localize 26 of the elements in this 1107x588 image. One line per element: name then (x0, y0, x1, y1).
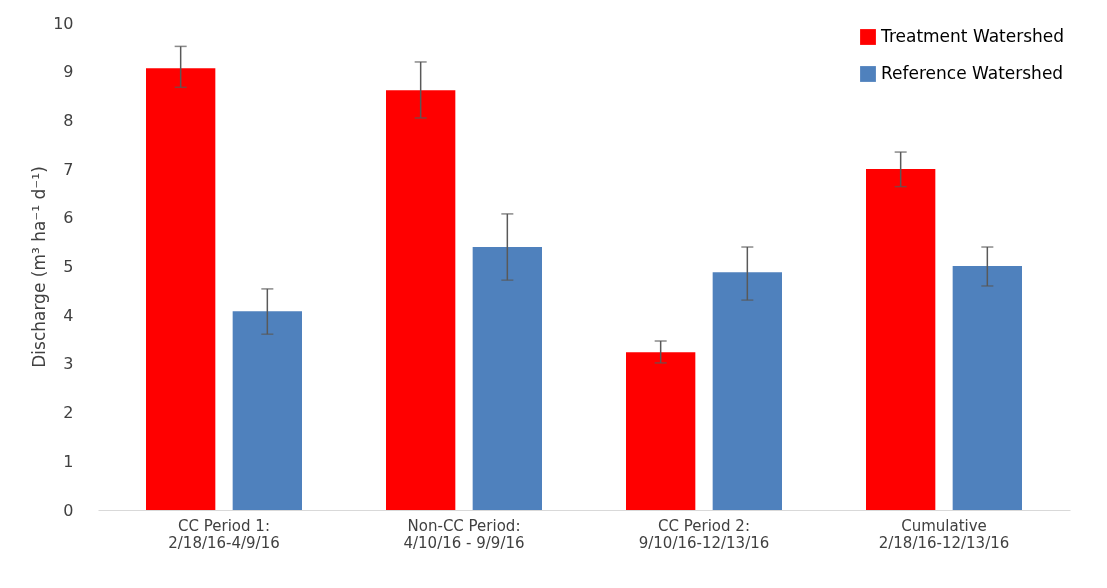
y-tick-label: 6 (63, 208, 74, 228)
y-tick-label: 10 (53, 13, 74, 33)
bar (232, 311, 302, 510)
y-tick-label: 8 (63, 110, 74, 130)
x-tick-label: Non-CC Period: 4/10/16 - 9/9/16 (403, 516, 525, 552)
y-tick-label: 0 (63, 500, 74, 520)
y-tick-label: 3 (63, 354, 74, 374)
x-tick-label: CC Period 2: 9/10/16-12/13/16 (638, 516, 770, 552)
y-tick-label: 5 (63, 257, 74, 276)
bar (386, 90, 456, 510)
y-tick-label: 4 (63, 305, 74, 325)
bar (472, 247, 542, 510)
y-tick-label: 2 (63, 403, 74, 423)
x-tick-label: CC Period 1: 2/18/16-4/9/16 (168, 516, 280, 552)
bar (146, 68, 216, 510)
y-tick-label: 9 (63, 62, 74, 82)
bar (626, 352, 696, 510)
x-tick-label: Cumulative 2/18/16-12/13/16 (878, 516, 1010, 552)
y-axis-title: Discharge (m³ ha⁻¹ d⁻¹) (29, 166, 50, 368)
bar (866, 169, 936, 510)
bar (952, 266, 1022, 510)
bar (712, 272, 782, 510)
legend-label: Reference Watershed (881, 63, 1064, 83)
legend-label: Treatment Watershed (880, 26, 1065, 46)
y-tick-label: 1 (63, 451, 74, 471)
y-tick-label: 7 (63, 159, 74, 179)
